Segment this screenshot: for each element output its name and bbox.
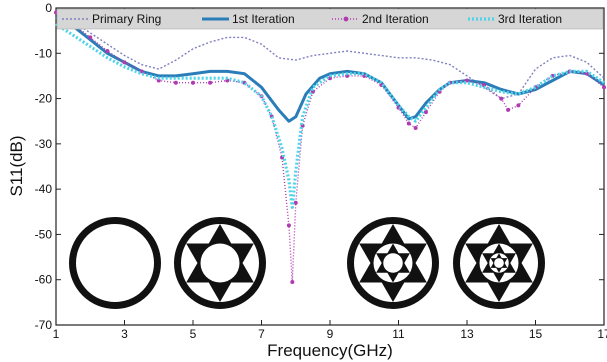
- legend-label-3: 2nd Iteration: [362, 12, 429, 26]
- legend-marker: [343, 16, 349, 22]
- series-point: [191, 80, 195, 85]
- series-point: [208, 80, 213, 85]
- y-axis-label: S11(dB): [7, 135, 26, 196]
- series-line-3: [55, 11, 605, 283]
- x-tick-label: 9: [327, 327, 334, 341]
- series-point: [406, 121, 411, 126]
- primary-ring-shape: [69, 217, 161, 309]
- y-tick-label: -20: [35, 92, 53, 106]
- legend-box: [56, 8, 604, 30]
- x-tick-label: 17: [597, 327, 607, 341]
- second-iteration-shape: [347, 217, 439, 309]
- series-point: [122, 60, 127, 65]
- legend-label-1: Primary Ring: [92, 12, 161, 26]
- x-tick-label: 3: [121, 327, 128, 341]
- series-point: [506, 107, 511, 112]
- iteration-shapes: [69, 217, 545, 309]
- third-iteration-shape: [453, 217, 545, 309]
- inner-circle: [494, 258, 504, 268]
- legend: Primary Ring 1st Iteration 2nd Iteration 3r…: [56, 8, 604, 30]
- series-point: [293, 200, 298, 205]
- inner-circle: [200, 243, 240, 283]
- y-tick-label: -70: [35, 318, 53, 332]
- series-point: [88, 35, 93, 40]
- inner-circle: [383, 253, 403, 273]
- first-iteration-shape: [174, 217, 266, 309]
- x-tick-label: 7: [258, 327, 265, 341]
- legend-label-2: 1st Iteration: [232, 12, 295, 26]
- y-tick-label: -30: [35, 137, 53, 151]
- y-tick-label: -40: [35, 182, 53, 196]
- y-tick-label: -50: [35, 227, 53, 241]
- y-tick-label: -10: [35, 46, 53, 60]
- series-point: [290, 279, 295, 284]
- series-point: [286, 223, 291, 228]
- legend-label-4: 3rd Iteration: [498, 12, 562, 26]
- series-point: [413, 126, 418, 131]
- series-point: [173, 80, 178, 85]
- x-tick-label: 15: [529, 327, 543, 341]
- series-line-2: [55, 15, 605, 123]
- series-point: [105, 49, 110, 54]
- series-point: [423, 110, 428, 115]
- series-line-4: [55, 22, 605, 209]
- y-tick-label: -60: [35, 273, 53, 287]
- series-point: [602, 85, 606, 90]
- series-point: [499, 96, 504, 101]
- x-tick-label: 1: [53, 327, 60, 341]
- x-axis-label: Frequency(GHz): [267, 341, 393, 360]
- x-tick-label: 13: [460, 327, 474, 341]
- axis-tick-labels: 13579111315170-10-20-30-40-50-60-70: [35, 1, 607, 341]
- series-point: [516, 103, 521, 108]
- x-tick-label: 11: [392, 327, 405, 341]
- series-lines: [54, 10, 606, 284]
- x-tick-label: 5: [190, 327, 197, 341]
- outer-ring: [69, 217, 161, 309]
- y-tick-label: 0: [45, 1, 52, 15]
